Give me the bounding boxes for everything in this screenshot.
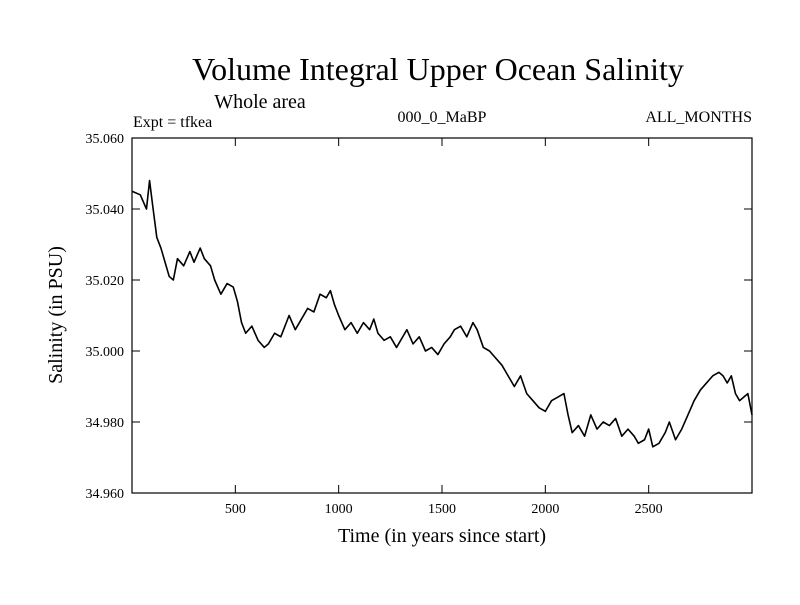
header-right-label: ALL_MONTHS xyxy=(645,109,752,126)
x-axis-ticks: 500 1000 1500 2000 2500 xyxy=(225,138,663,517)
x-tick-label: 2000 xyxy=(531,502,559,517)
y-axis-label: Salinity (in PSU) xyxy=(45,246,67,384)
x-tick-label: 1500 xyxy=(428,502,456,517)
y-tick-label: 35.040 xyxy=(86,203,125,218)
chart-title: Volume Integral Upper Ocean Salinity xyxy=(192,51,684,87)
y-tick-label: 35.020 xyxy=(86,274,125,289)
plot-frame xyxy=(131,137,753,494)
y-axis-ticks: 34.960 34.980 35.000 35.020 35.040 35.060 xyxy=(86,132,752,502)
x-tick-label: 2500 xyxy=(635,502,663,517)
x-tick-label: 1000 xyxy=(325,502,353,517)
header-left-label: Expt = tfkea xyxy=(133,114,212,131)
x-tick-label: 500 xyxy=(225,502,246,517)
chart-subtitle: Whole area xyxy=(214,91,306,113)
x-axis-label: Time (in years since start) xyxy=(338,525,546,547)
y-tick-label: 35.000 xyxy=(86,345,125,360)
header-center-label: 000_0_MaBP xyxy=(398,109,487,126)
y-tick-label: 35.060 xyxy=(86,132,125,147)
salinity-series-line xyxy=(131,179,753,448)
y-tick-label: 34.980 xyxy=(86,416,125,431)
y-tick-label: 34.960 xyxy=(86,487,125,502)
